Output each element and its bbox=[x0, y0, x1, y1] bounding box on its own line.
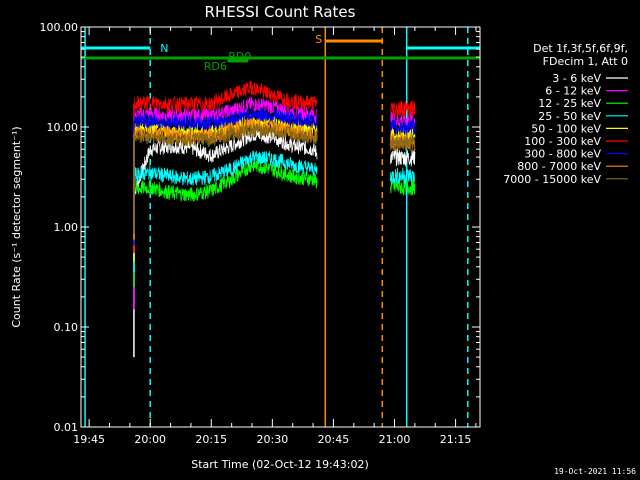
legend-label: 300 - 800 keV bbox=[524, 148, 601, 161]
series-line-segment-2 bbox=[390, 135, 416, 153]
legend-label: 3 - 6 keV bbox=[552, 72, 601, 85]
series-line-segment-2 bbox=[390, 167, 416, 185]
series-line bbox=[133, 127, 318, 197]
series-lines bbox=[133, 80, 416, 358]
legend-label: 7000 - 15000 keV bbox=[503, 173, 601, 186]
series-line-segment-2 bbox=[390, 99, 416, 118]
plot-frame bbox=[80, 26, 481, 428]
series-line bbox=[133, 80, 318, 113]
x-tick-label: 20:45 bbox=[318, 433, 350, 446]
footer-timestamp: 19-Oct-2021 11:56 bbox=[554, 467, 636, 476]
series-line-segment-2 bbox=[390, 126, 416, 145]
legend-label: 100 - 300 keV bbox=[524, 135, 601, 148]
vertical-markers bbox=[84, 27, 469, 427]
series-line bbox=[133, 122, 318, 148]
x-tick-label: 20:00 bbox=[134, 433, 166, 446]
y-axis-label: Count Rate (s⁻¹ detector segment⁻¹) bbox=[10, 126, 23, 327]
x-tick-label: 20:30 bbox=[257, 433, 289, 446]
annotation-bars: NSRD0RD6 bbox=[81, 33, 480, 73]
x-tick-label: 19:45 bbox=[73, 433, 105, 446]
annotation-label: RD6 bbox=[204, 60, 227, 73]
legend-label: 800 - 7000 keV bbox=[517, 160, 601, 173]
series-line-segment-2 bbox=[390, 111, 416, 129]
series-line bbox=[133, 150, 318, 186]
series-line bbox=[133, 107, 318, 132]
series-line-segment-2 bbox=[390, 148, 416, 167]
series-line bbox=[133, 157, 318, 202]
y-tick-label: 0.10 bbox=[54, 321, 79, 334]
legend-header-line1: Det 1f,3f,5f,6f,9f, bbox=[533, 42, 628, 55]
legend-label: 25 - 50 keV bbox=[538, 110, 601, 123]
y-tick-label: 100.00 bbox=[40, 21, 79, 34]
chart-title: RHESSI Count Rates bbox=[205, 3, 356, 21]
annotation-label: N bbox=[160, 42, 168, 55]
x-tick-label: 21:00 bbox=[379, 433, 411, 446]
annotation-label: S bbox=[315, 33, 322, 46]
legend-header-line2: FDecim 1, Att 0 bbox=[543, 55, 628, 68]
series-line-segment-2 bbox=[390, 118, 416, 136]
x-axis-label: Start Time (02-Oct-12 19:43:02) bbox=[191, 458, 369, 471]
x-axis-ticks: 19:45 20:00 20:15 20:30 20:45 21:00 21:15 bbox=[73, 27, 477, 446]
x-tick-label: 21:15 bbox=[440, 433, 472, 446]
y-axis-ticks: 0.01 0.10 1.00 10.00 100.00 bbox=[40, 21, 480, 434]
y-tick-label: 10.00 bbox=[47, 121, 79, 134]
x-tick-label: 20:15 bbox=[195, 433, 227, 446]
y-tick-label: 1.00 bbox=[54, 221, 79, 234]
legend-label: 6 - 12 keV bbox=[545, 85, 601, 98]
y-tick-label: 0.01 bbox=[54, 421, 79, 434]
legend: Det 1f,3f,5f,6f,9f, FDecim 1, Att 0 3 - … bbox=[503, 42, 628, 186]
legend-label: 12 - 25 keV bbox=[538, 97, 601, 110]
legend-label: 50 - 100 keV bbox=[531, 122, 601, 135]
